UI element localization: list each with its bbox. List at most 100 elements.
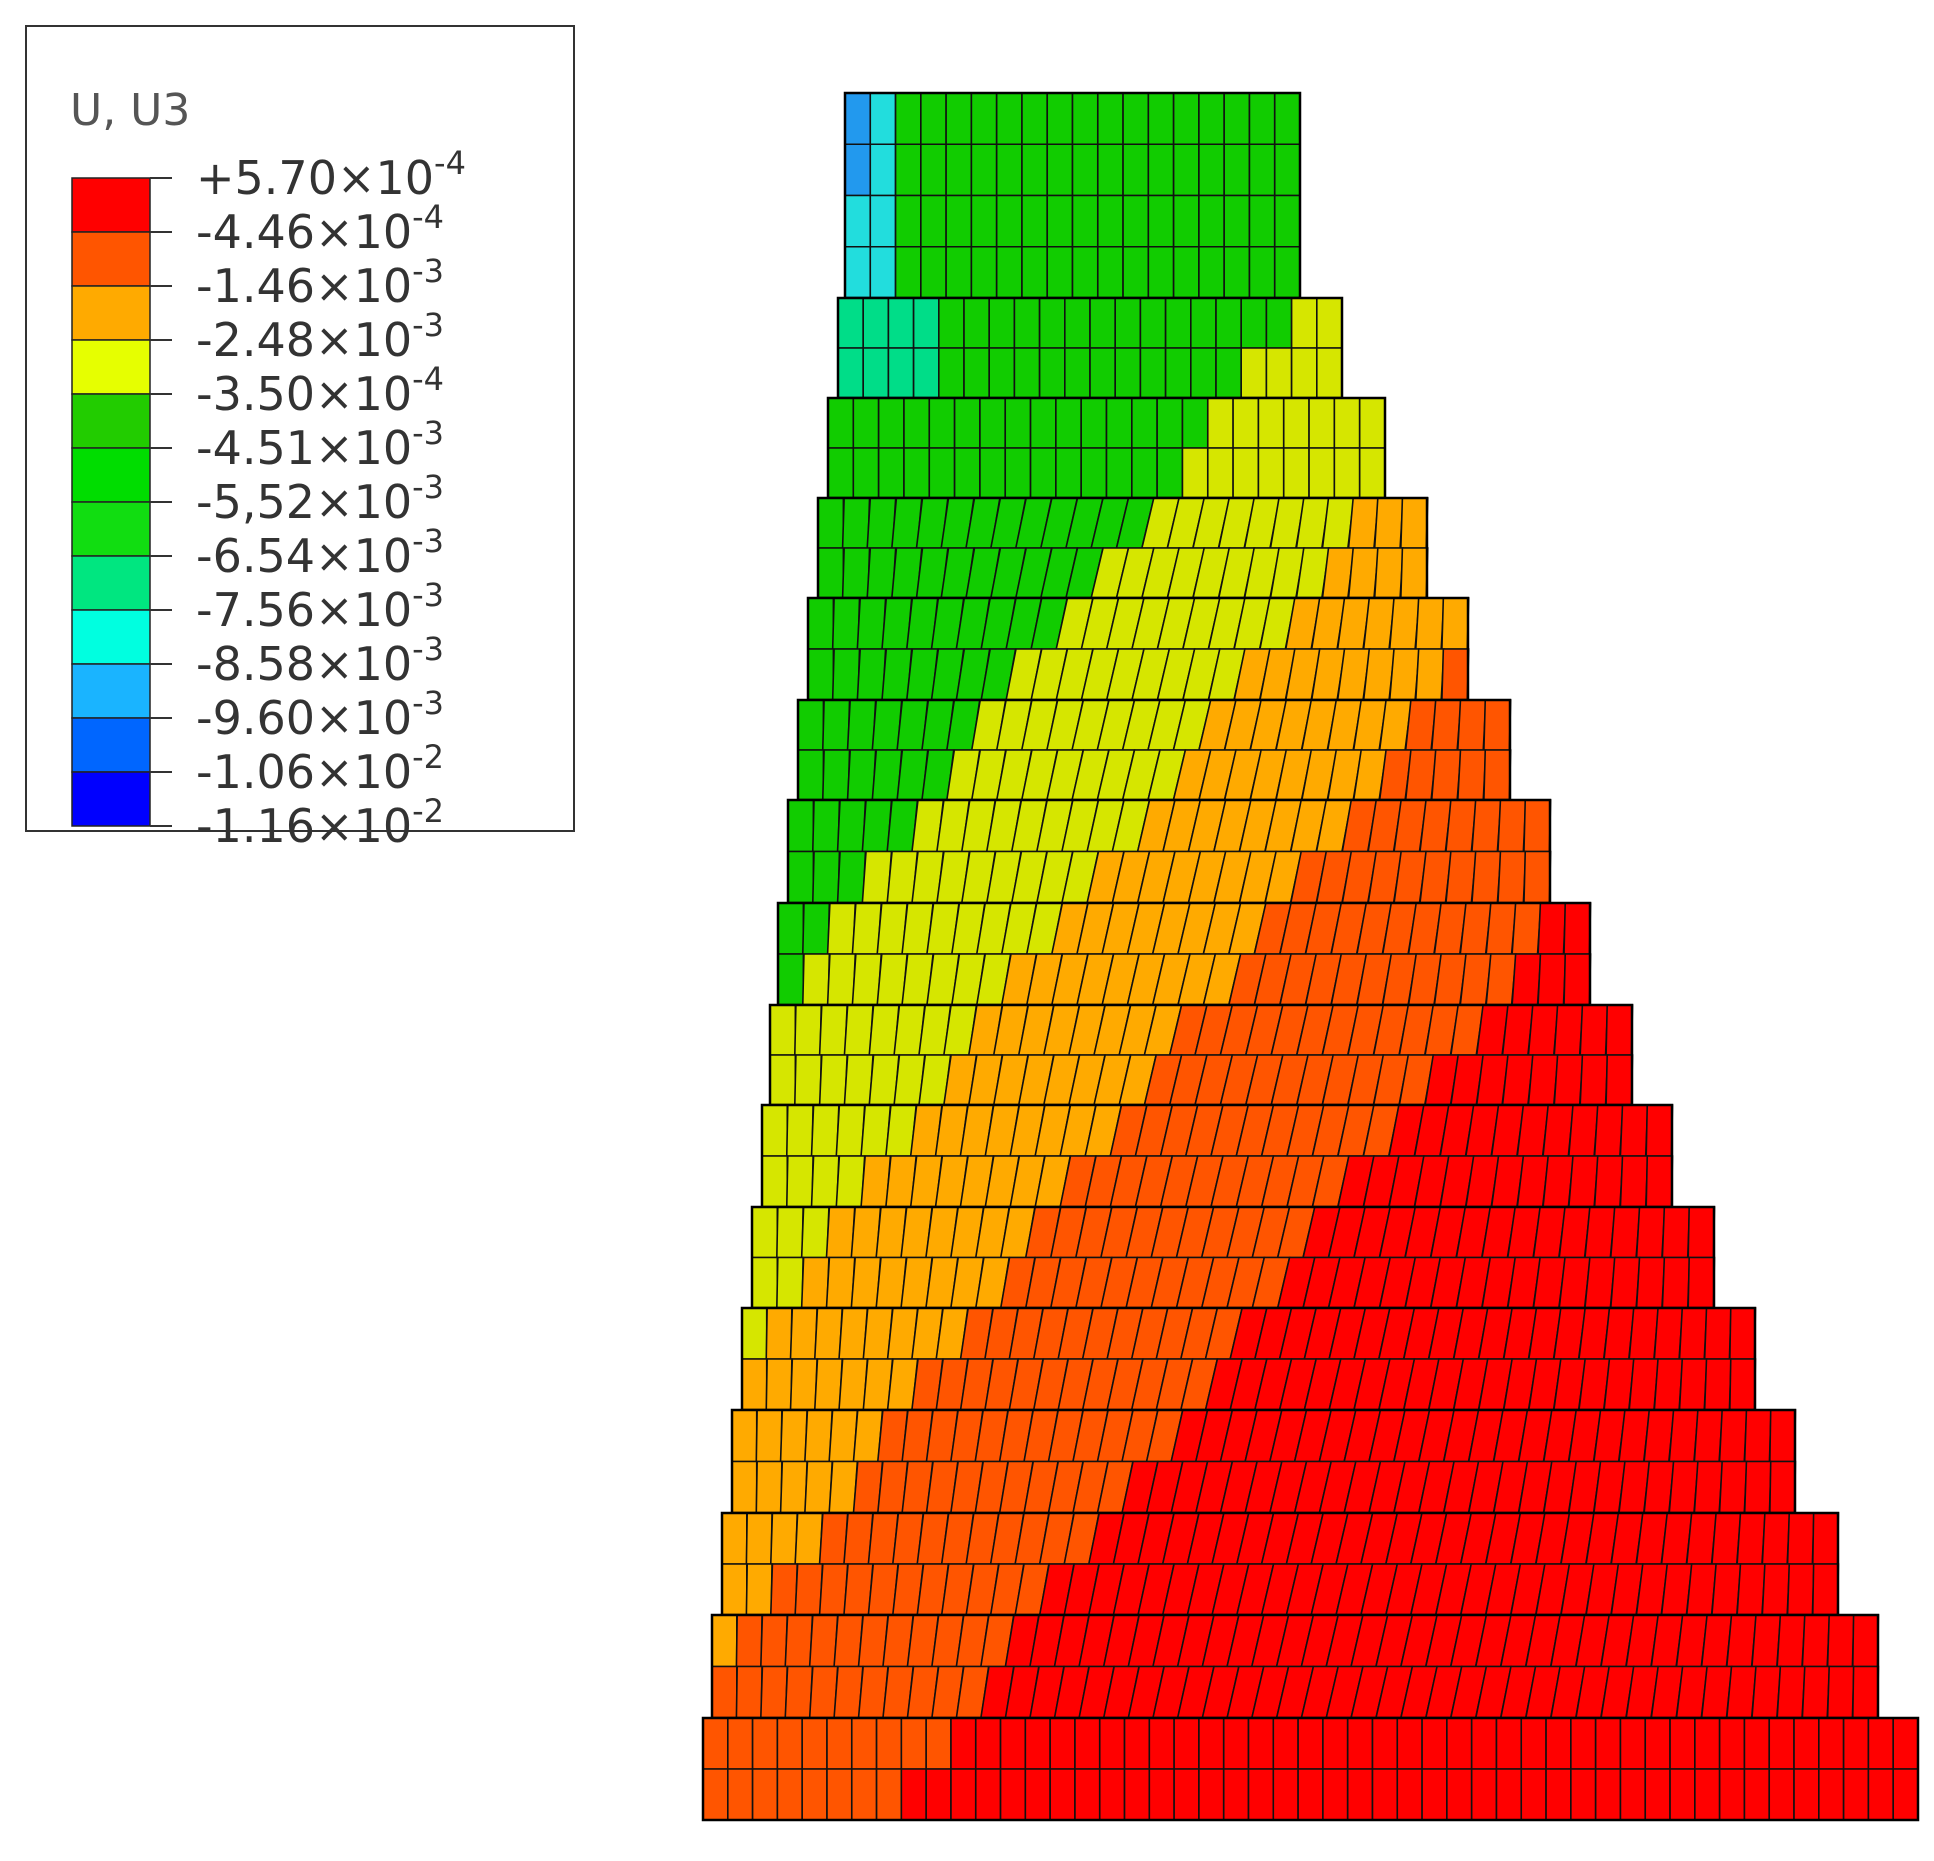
mesh-element <box>1892 1768 1919 1821</box>
mesh-element <box>835 1155 866 1208</box>
mesh-element <box>1388 597 1421 650</box>
mesh-element <box>1594 1717 1622 1770</box>
mesh-element <box>1818 1768 1845 1821</box>
mesh-element <box>900 1717 927 1770</box>
mesh-element <box>1131 397 1158 449</box>
mesh-element <box>1818 1717 1845 1770</box>
mesh-element <box>1511 953 1542 1006</box>
mesh-element <box>1198 143 1225 197</box>
mesh-element <box>920 143 947 197</box>
mesh-element <box>844 92 872 146</box>
mesh-element <box>1198 1717 1225 1770</box>
mesh-element <box>1089 297 1116 349</box>
mesh-element <box>784 1614 814 1668</box>
mesh-element <box>1446 1768 1473 1821</box>
mesh-element <box>1122 143 1150 197</box>
legend-label-exponent: -4 <box>412 198 444 236</box>
mesh-element <box>1842 1768 1870 1821</box>
mesh-element <box>841 497 871 549</box>
mesh-element <box>1215 297 1242 349</box>
mesh-element <box>843 1004 874 1056</box>
mesh-element <box>852 397 880 449</box>
mesh-element <box>759 1614 789 1668</box>
mesh-element <box>974 1717 1002 1770</box>
mesh-element <box>1247 1768 1275 1821</box>
mesh-element <box>721 1512 748 1565</box>
legend-label-value: -5,52×10 <box>196 475 412 529</box>
mesh-element <box>844 143 872 197</box>
mesh-element <box>1265 297 1293 349</box>
mesh-element <box>1609 1256 1641 1309</box>
mesh-element <box>789 1307 818 1360</box>
mesh-element <box>869 245 897 299</box>
mesh-element <box>836 850 867 904</box>
mesh-element <box>1021 143 1049 197</box>
mesh-element <box>1098 1768 1126 1821</box>
mesh-element <box>1553 1004 1584 1056</box>
mesh-element <box>1013 297 1041 349</box>
mesh-element <box>721 1563 748 1616</box>
mesh-element <box>945 194 973 248</box>
mesh-element <box>797 699 825 751</box>
mesh-element <box>1123 1717 1151 1770</box>
mesh-element <box>1718 1768 1746 1821</box>
mesh-element <box>1628 1307 1660 1360</box>
mesh-element <box>1892 1717 1919 1770</box>
mesh-element <box>793 1054 823 1106</box>
legend-label-exponent: -4 <box>412 360 444 398</box>
legend-label-exponent: -3 <box>412 684 444 722</box>
mesh-element <box>988 347 1016 399</box>
mesh-element <box>1669 1768 1696 1821</box>
mesh-element <box>1471 850 1502 904</box>
mesh-element <box>894 92 922 146</box>
mesh-element <box>1004 447 1032 499</box>
mesh-element <box>711 1665 738 1719</box>
legend-label-exponent: -3 <box>412 522 444 560</box>
mesh-element <box>1644 1717 1671 1770</box>
mesh-element <box>1653 1307 1684 1360</box>
mesh-element <box>1769 1460 1797 1514</box>
mesh-element <box>1619 1768 1647 1821</box>
mesh-element <box>1609 1206 1641 1259</box>
legend-label: -1.06×10-2 <box>196 738 444 799</box>
mesh-element <box>999 1717 1027 1770</box>
mesh-element <box>1497 799 1527 853</box>
mesh-element <box>769 1512 799 1565</box>
mesh-element <box>1445 799 1478 853</box>
mesh-element <box>869 92 897 146</box>
mesh-element <box>1222 1768 1250 1821</box>
mesh-element <box>726 1717 754 1770</box>
mesh-element <box>785 1155 814 1208</box>
legend-label: -1.16×10-2 <box>196 792 444 853</box>
mesh-element <box>1743 1460 1772 1514</box>
mesh-element <box>846 749 877 801</box>
legend-label: -5,52×10-3 <box>196 468 444 529</box>
legend: U, U3 +5.70×10-4-4.46×10-4-1.46×10-3-2.4… <box>25 25 575 853</box>
mesh-element <box>1523 799 1552 853</box>
mesh-element <box>818 1004 848 1056</box>
mesh-element <box>787 799 815 853</box>
mesh-element <box>1046 143 1074 197</box>
mesh-element <box>1729 1358 1757 1411</box>
mesh-element <box>1605 1004 1634 1056</box>
mesh-element <box>1736 1512 1767 1565</box>
mesh-element <box>903 447 931 499</box>
mesh-element <box>828 1409 859 1463</box>
mesh-element <box>1743 1409 1772 1463</box>
mesh-element <box>828 1460 859 1514</box>
mesh-element <box>1751 1614 1782 1668</box>
mesh-element <box>1049 1768 1076 1821</box>
legend-title: U, U3 <box>70 85 190 136</box>
mesh-element <box>1308 447 1336 499</box>
mesh-element <box>1414 648 1445 701</box>
mesh-element <box>1257 397 1285 449</box>
legend-label: +5.70×10-4 <box>196 144 466 205</box>
mesh-element <box>995 245 1023 299</box>
mesh-element <box>1867 1768 1895 1821</box>
mesh-element <box>804 1460 834 1514</box>
mesh-element <box>825 1256 856 1309</box>
mesh-element <box>1122 245 1150 299</box>
legend-label-exponent: -3 <box>412 414 444 452</box>
mesh-element <box>1232 447 1260 499</box>
mesh-element <box>807 597 835 650</box>
